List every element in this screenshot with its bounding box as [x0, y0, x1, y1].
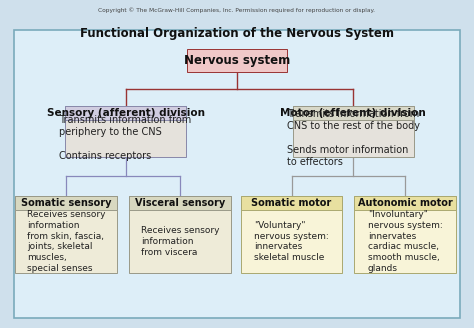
Text: Autonomic motor: Autonomic motor	[358, 198, 453, 208]
Text: Receives sensory
information
from skin, fascia,
joints, skeletal
muscles,
specia: Receives sensory information from skin, …	[27, 210, 106, 273]
FancyBboxPatch shape	[240, 196, 342, 273]
Text: "Voluntary"
nervous system:
innervates
skeletal muscle: "Voluntary" nervous system: innervates s…	[254, 221, 329, 262]
Text: Somatic sensory: Somatic sensory	[21, 198, 111, 208]
Text: Copyright © The McGraw-Hill Companies, Inc. Permission required for reproduction: Copyright © The McGraw-Hill Companies, I…	[99, 7, 375, 13]
Text: Somatic motor: Somatic motor	[251, 198, 332, 208]
FancyBboxPatch shape	[292, 106, 413, 157]
FancyBboxPatch shape	[65, 106, 186, 157]
FancyBboxPatch shape	[240, 196, 342, 210]
FancyBboxPatch shape	[16, 196, 117, 273]
Text: Transmits information from
periphery to the CNS

Contains receptors: Transmits information from periphery to …	[59, 115, 192, 161]
Text: Motor (efferent) division: Motor (efferent) division	[280, 108, 426, 118]
FancyBboxPatch shape	[187, 49, 287, 72]
FancyBboxPatch shape	[354, 196, 456, 210]
FancyBboxPatch shape	[292, 106, 413, 119]
FancyBboxPatch shape	[129, 196, 231, 273]
Text: Visceral sensory: Visceral sensory	[135, 198, 225, 208]
Text: Functional Organization of the Nervous System: Functional Organization of the Nervous S…	[80, 27, 394, 40]
Text: Receives sensory
information
from viscera: Receives sensory information from viscer…	[141, 226, 219, 257]
FancyBboxPatch shape	[14, 30, 460, 318]
FancyBboxPatch shape	[16, 196, 117, 210]
Text: Sensory (afferent) division: Sensory (afferent) division	[46, 108, 205, 118]
FancyBboxPatch shape	[354, 196, 456, 273]
FancyBboxPatch shape	[65, 106, 186, 119]
Text: "Involuntary"
nervous system:
innervates
cardiac muscle,
smooth muscle,
glands: "Involuntary" nervous system: innervates…	[368, 210, 443, 273]
FancyBboxPatch shape	[129, 196, 231, 210]
Text: Nervous system: Nervous system	[184, 54, 290, 67]
Text: Transmits information from
CNS to the rest of the body

Sends motor information
: Transmits information from CNS to the re…	[287, 109, 419, 167]
